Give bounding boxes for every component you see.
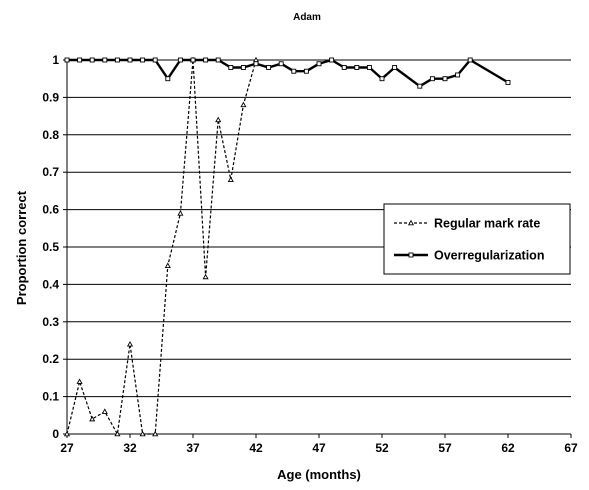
x-tick-label: 52: [375, 441, 389, 455]
x-axis-label: Age (months): [277, 467, 361, 482]
data-point: [114, 430, 121, 437]
y-tick-label: 0.9: [42, 90, 59, 104]
data-point: [64, 57, 70, 63]
data-point: [203, 57, 209, 63]
data-point: [89, 415, 96, 422]
data-point: [228, 65, 234, 70]
axes: 0 0.1 0.2 0.3 0.4 0.5 0.6 0.7 0.8 0.9 1 27 32 37 42 47 5…: [42, 53, 578, 455]
y-axis-label: Proportion correct: [14, 190, 29, 305]
data-point: [126, 341, 134, 347]
chart-title: Adam: [293, 12, 321, 23]
data-point: [227, 176, 234, 182]
data-point: [467, 57, 473, 63]
series-line: [67, 58, 509, 88]
data-point: [278, 61, 284, 67]
y-tick-label: 0.8: [42, 128, 59, 142]
data-point: [190, 57, 196, 63]
data-point: [379, 76, 385, 82]
series-2: [64, 57, 511, 89]
data-point: [215, 116, 222, 123]
x-tick-label: 67: [564, 441, 578, 455]
data-point: [291, 68, 297, 74]
series-line: [66, 59, 257, 435]
legend-label-1: Regular mark rate: [434, 217, 540, 231]
legend-box: [383, 203, 571, 275]
y-tick-label: 0.4: [42, 277, 59, 291]
data-point: [101, 408, 108, 414]
data-point: [140, 57, 146, 63]
data-point: [240, 65, 246, 70]
data-point: [215, 57, 221, 63]
data-point: [76, 378, 83, 384]
data-point: [417, 83, 423, 89]
data-point: [252, 56, 260, 63]
data-point: [266, 65, 272, 70]
y-tick-label: 0.6: [42, 203, 59, 217]
series-group: [63, 56, 511, 437]
y-tick-label: 0.5: [42, 240, 59, 254]
y-tick-label: 0.2: [42, 352, 59, 366]
legend-marker-1: [407, 219, 415, 226]
data-point: [240, 101, 247, 108]
x-tick-label: 57: [438, 441, 452, 455]
data-point: [164, 262, 171, 268]
data-point: [392, 65, 398, 70]
data-point: [77, 57, 83, 63]
data-point: [329, 57, 335, 63]
x-tick-label: 62: [501, 441, 515, 455]
legend-label-2: Overregularization: [434, 249, 544, 263]
y-tick-label: 0.3: [42, 315, 59, 329]
data-point: [89, 57, 95, 63]
x-tick-label: 47: [312, 441, 326, 455]
x-tick-label: 42: [249, 441, 263, 455]
data-point: [341, 65, 347, 70]
data-point: [429, 76, 435, 82]
y-tick-label: 0.7: [42, 165, 59, 179]
data-point: [114, 57, 120, 63]
gridlines: [67, 59, 571, 398]
data-point: [139, 430, 146, 437]
legend-marker-2: [408, 252, 414, 258]
data-point: [152, 430, 159, 437]
data-point: [505, 79, 511, 85]
y-tick-label: 0.1: [42, 390, 59, 404]
data-point: [455, 72, 461, 78]
data-point: [177, 57, 183, 63]
x-tick-label: 32: [123, 441, 137, 455]
data-point: [253, 61, 259, 67]
data-point: [63, 430, 71, 437]
data-point: [442, 76, 448, 82]
data-point: [316, 61, 322, 67]
data-point: [102, 57, 108, 63]
data-point: [152, 57, 158, 63]
data-point: [366, 65, 372, 70]
data-point: [202, 273, 209, 280]
data-point: [127, 57, 133, 63]
data-point: [303, 68, 309, 74]
legend: Regular mark rate Overregularization: [383, 203, 571, 275]
y-tick-label: 1: [52, 53, 59, 67]
data-point: [177, 210, 184, 216]
data-point: [165, 76, 171, 82]
x-tick-label: 27: [60, 441, 74, 455]
data-point: [354, 65, 360, 70]
x-tick-label: 37: [186, 441, 200, 455]
y-tick-label: 0: [52, 427, 59, 441]
